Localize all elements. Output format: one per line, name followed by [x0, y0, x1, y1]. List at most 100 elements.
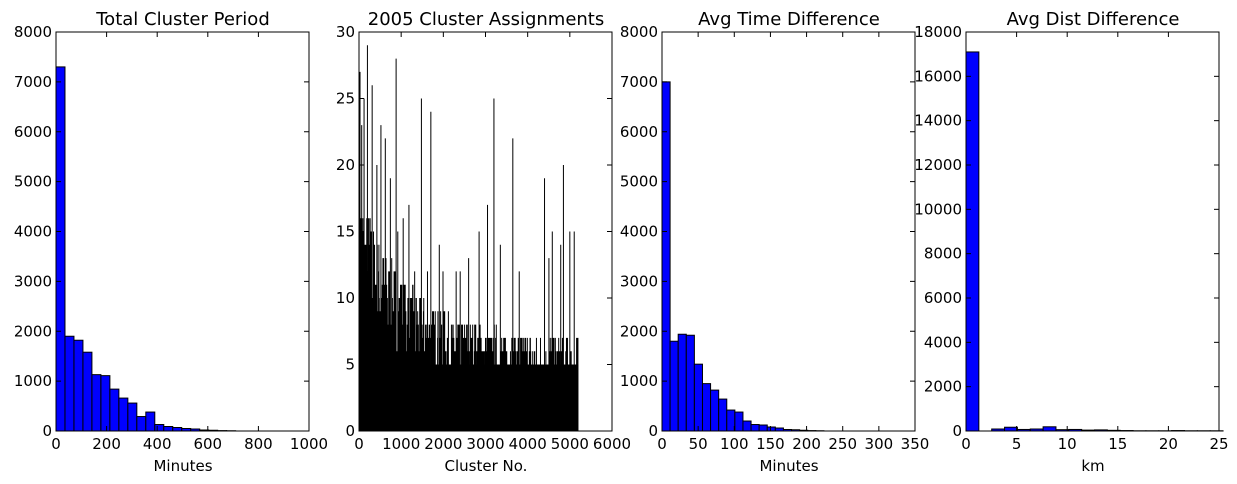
bar [64, 335, 75, 432]
x-tick-label: 100 [720, 435, 749, 453]
y-tick-label: 8000 [620, 23, 658, 41]
y-tick-label: 14000 [914, 112, 962, 130]
x-tick-label: 0 [657, 435, 667, 453]
y-tick-label: 5000 [620, 173, 658, 191]
y-tick-label: 3000 [14, 272, 52, 290]
bar [136, 416, 147, 432]
x-tick-label: 10 [1058, 435, 1077, 453]
bar [154, 424, 165, 432]
bar [118, 397, 129, 432]
bar [766, 426, 776, 432]
bar [172, 427, 183, 432]
y-tick-label: 0 [42, 422, 52, 440]
x-axis-label: Minutes [153, 457, 212, 475]
y-tick-label: 25 [336, 90, 355, 108]
y-tick-label: 0 [345, 422, 355, 440]
x-tick-label: 200 [792, 435, 821, 453]
bars [358, 45, 579, 431]
y-tick-label: 8000 [924, 245, 962, 263]
x-tick-label: 300 [865, 435, 894, 453]
x-axis-label: Cluster No. [445, 457, 528, 475]
x-tick-label: 150 [756, 435, 785, 453]
bar [685, 334, 695, 432]
x-tick-label: 2000 [424, 435, 462, 453]
x-tick-label: 0 [354, 435, 364, 453]
bar [677, 333, 687, 432]
bar [965, 51, 980, 432]
y-tick-label: 6000 [620, 123, 658, 141]
x-tick-label: 5000 [551, 435, 589, 453]
bar [127, 402, 138, 432]
y-tick-label: 2000 [620, 322, 658, 340]
y-tick-label: 0 [952, 422, 962, 440]
bar [710, 389, 720, 432]
x-axis-label: Minutes [759, 457, 818, 475]
x-tick-label: 600 [193, 435, 222, 453]
bar [701, 383, 712, 432]
y-tick-label: 30 [336, 23, 355, 41]
y-tick-label: 0 [648, 422, 658, 440]
x-tick-label: 5 [1012, 435, 1022, 453]
bar [758, 424, 768, 432]
y-tick-label: 1000 [14, 372, 52, 390]
y-tick-label: 16000 [914, 67, 962, 85]
bars [55, 66, 237, 432]
chart-title: Avg Time Difference [698, 9, 880, 30]
y-tick-label: 3000 [620, 272, 658, 290]
y-tick-label: 10 [336, 289, 355, 307]
bars [661, 81, 825, 432]
x-tick-label: 250 [828, 435, 857, 453]
x-tick-label: 400 [143, 435, 172, 453]
histogram-avg-time-difference: Avg Time Difference Minutes 0 50 100 150 200… [620, 9, 930, 475]
y-tick-label: 15 [336, 223, 355, 241]
x-tick-label: 3000 [466, 435, 504, 453]
bar [82, 351, 93, 432]
bars [965, 51, 1224, 432]
bar [91, 374, 102, 432]
y-tick-label: 2000 [14, 322, 52, 340]
y-tick-label: 4000 [620, 223, 658, 241]
bar [163, 426, 174, 432]
y-tick-label: 8000 [14, 23, 52, 41]
y-tick-label: 5 [345, 356, 355, 374]
histogram-avg-dist-difference: Avg Dist Difference km 0 5 10 15 20 25 0 2000 40… [914, 9, 1228, 475]
bar [718, 398, 728, 432]
bar [726, 409, 736, 432]
x-tick-label: 4000 [509, 435, 547, 453]
bar [693, 363, 703, 432]
x-tick-label: 15 [1108, 435, 1127, 453]
y-tick-label: 6000 [14, 123, 52, 141]
bar [661, 81, 671, 432]
x-tick-label: 800 [244, 435, 273, 453]
x-tick-label: 1000 [290, 435, 328, 453]
bar [100, 375, 111, 432]
y-tick-label: 7000 [14, 73, 52, 91]
x-axis-label: km [1081, 457, 1104, 475]
bar [669, 340, 679, 432]
bar [73, 339, 84, 432]
y-tick-label: 2000 [924, 378, 962, 396]
bar [742, 420, 752, 432]
y-tick-label: 4000 [14, 223, 52, 241]
chart-title: 2005 Cluster Assignments [368, 9, 605, 30]
y-tick-label: 12000 [914, 156, 962, 174]
plot-frame [55, 31, 310, 432]
y-tick-label: 5000 [14, 173, 52, 191]
bar [109, 388, 120, 432]
chart-title: Total Cluster Period [95, 9, 270, 30]
bar-base [359, 364, 579, 431]
y-tick-label: 7000 [620, 73, 658, 91]
y-tick-label: 20 [336, 156, 355, 174]
chart-title: Avg Dist Difference [1007, 9, 1180, 30]
histogram-cluster-assignments: 2005 Cluster Assignments Cluster No. 0 10… [336, 9, 631, 475]
y-tick-label: 18000 [914, 23, 962, 41]
y-tick-label: 1000 [620, 372, 658, 390]
bar [145, 411, 156, 432]
x-tick-label: 0 [961, 435, 971, 453]
bar [55, 66, 66, 432]
y-tick-label: 6000 [924, 289, 962, 307]
x-tick-label: 350 [901, 435, 930, 453]
x-tick-label: 200 [92, 435, 121, 453]
x-tick-label: 1000 [382, 435, 420, 453]
